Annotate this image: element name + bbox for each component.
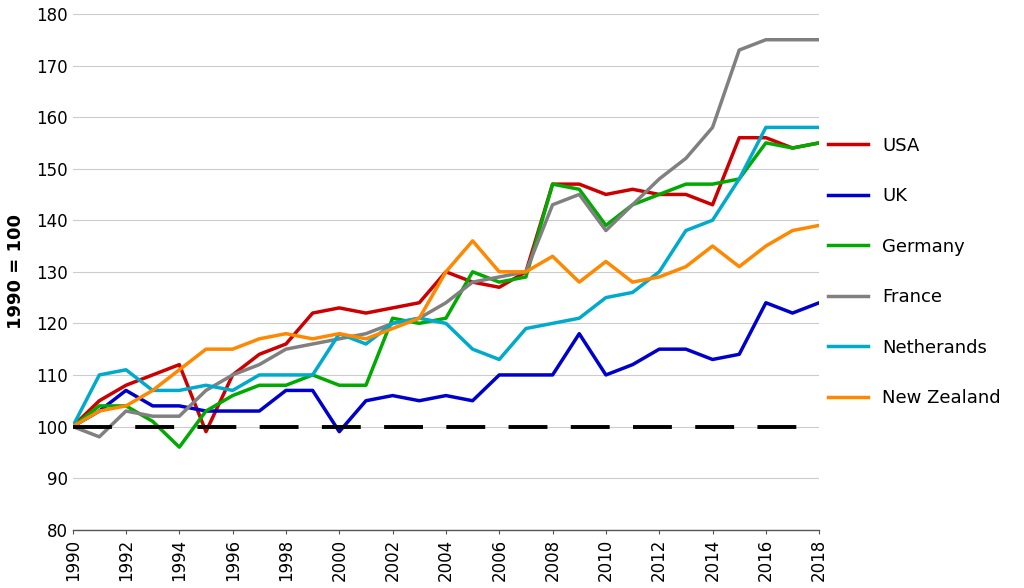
Y-axis label: 1990 = 100: 1990 = 100 [7,214,25,329]
Legend: USA, UK, Germany, France, Netherands, New Zealand: USA, UK, Germany, France, Netherands, Ne… [828,136,1001,407]
